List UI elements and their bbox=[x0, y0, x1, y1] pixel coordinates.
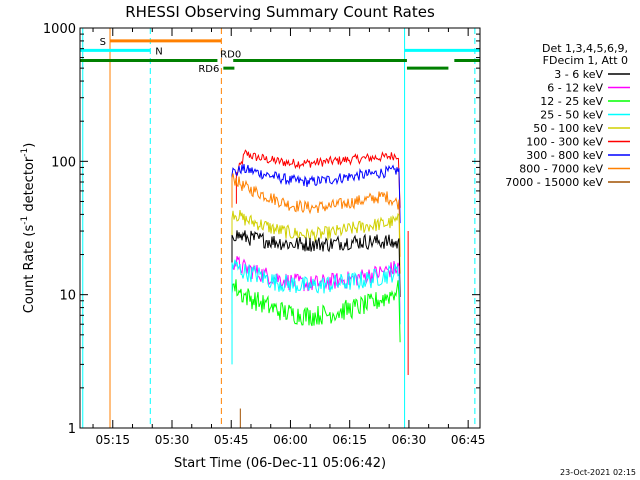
series-trace-0 bbox=[235, 149, 401, 208]
y-axis-label-part-2: detector bbox=[22, 156, 37, 216]
legend-entry-label-8: 7000 - 15000 keV bbox=[505, 176, 603, 189]
render-timestamp: 23-Oct-2021 02:15 bbox=[560, 468, 636, 477]
x-tick-label-0: 05:15 bbox=[95, 433, 130, 447]
x-tick-label-1: 05:30 bbox=[155, 433, 190, 447]
y-tick-label-0: 1 bbox=[68, 422, 76, 437]
series-trace-1 bbox=[231, 163, 401, 224]
legend-entry-label-2: 12 - 25 keV bbox=[540, 95, 603, 108]
y-tick-label-1: 10 bbox=[59, 289, 76, 304]
vertical-markers bbox=[82, 28, 476, 428]
y-tick-label-2: 100 bbox=[51, 155, 76, 170]
x-tick-label-4: 06:15 bbox=[332, 433, 367, 447]
series-trace-4 bbox=[231, 230, 401, 298]
series-layer bbox=[231, 149, 409, 428]
legend-header-0: Det 1,3,4,5,6,9, bbox=[542, 42, 628, 55]
legend-entry-label-1: 6 - 12 keV bbox=[547, 82, 603, 95]
y-axis-label-sup-2: -1 bbox=[20, 148, 30, 157]
series-trace-5 bbox=[231, 256, 401, 321]
legend-entry-label-4: 50 - 100 keV bbox=[533, 122, 603, 135]
state-bar-label-1: N bbox=[155, 46, 162, 57]
x-tick-label-6: 06:45 bbox=[451, 433, 486, 447]
y-axis-label: Count Rate (s-1 detector-1) bbox=[20, 143, 37, 314]
legend: Det 1,3,4,5,6,9,FDecim 1, Att 03 - 6 keV… bbox=[505, 42, 630, 189]
chart-title: RHESSI Observing Summary Count Rates bbox=[125, 3, 435, 21]
state-bar-label-6: RD6 bbox=[198, 64, 219, 75]
plot-frame bbox=[79, 27, 481, 429]
legend-entry-label-0: 3 - 6 keV bbox=[554, 68, 603, 81]
series-trace-7 bbox=[231, 279, 401, 343]
y-axis-label-part-3: ) bbox=[22, 143, 37, 148]
y-axis-label-sup-1: -1 bbox=[20, 216, 30, 225]
legend-entry-label-5: 100 - 300 keV bbox=[526, 136, 603, 149]
legend-header-1: FDecim 1, Att 0 bbox=[543, 54, 628, 67]
y-axis: 1 10 100 1000 bbox=[43, 22, 480, 437]
x-tick-label-3: 06:00 bbox=[273, 433, 308, 447]
series-trace-3 bbox=[231, 210, 401, 274]
legend-entry-label-7: 800 - 7000 keV bbox=[519, 163, 603, 176]
y-axis-label-part-1: Count Rate (s bbox=[22, 225, 37, 314]
y-tick-label-3: 1000 bbox=[43, 22, 76, 37]
legend-entry-label-6: 300 - 800 keV bbox=[526, 149, 603, 162]
x-axis-label: Start Time (06-Dec-11 05:06:42) bbox=[174, 456, 386, 471]
series-trace-2 bbox=[231, 173, 401, 257]
legend-entry-label-3: 25 - 50 keV bbox=[540, 109, 603, 122]
x-tick-label-5: 06:30 bbox=[392, 433, 427, 447]
x-axis: 05:15 05:30 05:45 06:00 06:15 06:30 06:45 bbox=[92, 28, 486, 447]
state-bar-label-0: S bbox=[100, 37, 106, 48]
x-tick-label-2: 05:45 bbox=[214, 433, 249, 447]
series-trace-6 bbox=[231, 259, 401, 325]
state-bar-label-rd0: RD0 bbox=[220, 50, 241, 61]
